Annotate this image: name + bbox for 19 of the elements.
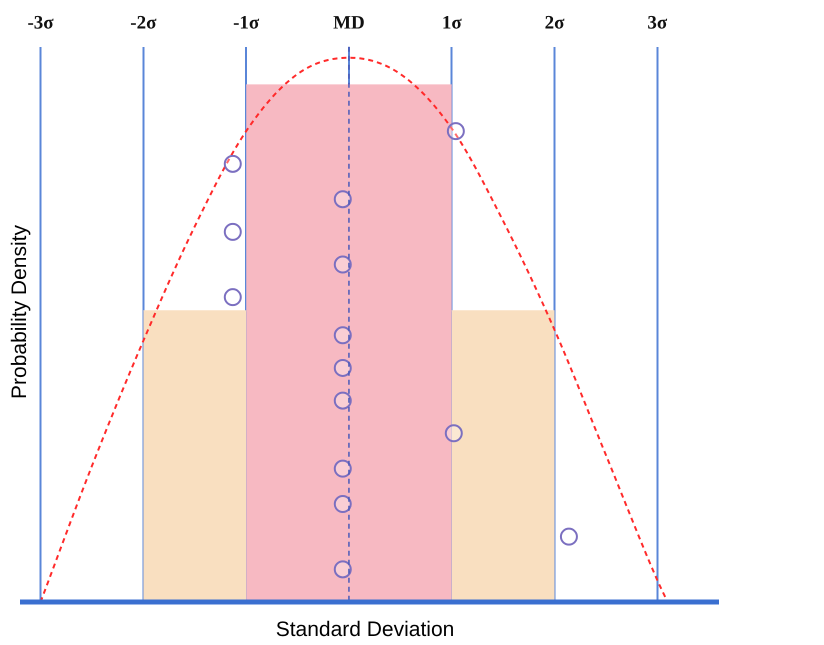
x-tick-label: -2σ: [130, 12, 158, 34]
point: [334, 326, 352, 344]
point: [334, 495, 352, 514]
point: [334, 190, 352, 208]
x-tick-label: 3σ: [647, 12, 668, 34]
y-axis-title: Probability Density: [8, 224, 32, 401]
point: [334, 460, 352, 478]
x-axis-title: Standard Deviation: [274, 618, 456, 642]
point: [334, 256, 352, 274]
x-tick-label: 1σ: [442, 12, 462, 34]
x-tick-label: MD: [333, 12, 365, 34]
x-tick-label: -3σ: [27, 12, 54, 34]
x-tick-label: 2σ: [544, 12, 566, 34]
point: [334, 560, 352, 578]
point: [446, 122, 465, 140]
point: [334, 392, 352, 410]
point: [444, 424, 463, 442]
point: [334, 358, 352, 377]
x-tick-label: -1σ: [233, 12, 260, 34]
